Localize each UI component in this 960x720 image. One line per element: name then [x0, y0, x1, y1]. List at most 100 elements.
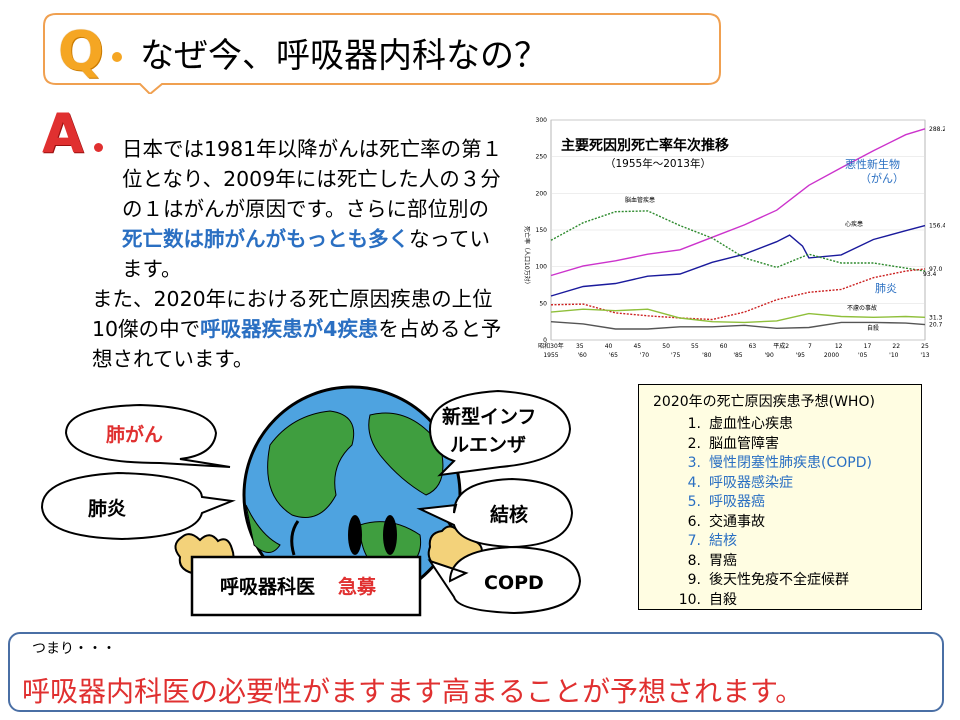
- y-tick-label: 250: [536, 154, 548, 161]
- who-item: 10. 自殺: [669, 591, 872, 611]
- series-end-label: 288.2: [929, 126, 945, 133]
- chart-subtitle: （1955年～2013年）: [605, 157, 711, 170]
- bubble-influenza-text-2: ルエンザ: [450, 434, 526, 456]
- chart-grid: [550, 119, 926, 341]
- x-tick-label-bottom: '10: [889, 352, 898, 359]
- who-item-number: 10.: [678, 591, 701, 608]
- bubble-pneumonia-text: 肺炎: [88, 498, 126, 520]
- label-cancer: 悪性新生物: [845, 157, 900, 171]
- who-item: 6. 交通事故: [669, 513, 872, 533]
- recruitment-sign: 呼吸器科医 急募: [190, 555, 422, 617]
- conclusion-box: つまり・・・ 呼吸器内科医の必要性がますます高まることが予想されます。: [8, 632, 944, 712]
- x-tick-label-top: 35: [576, 343, 584, 350]
- bubble-lung-cancer-text: 肺がん: [106, 423, 163, 446]
- label-stroke: 脳血管疾患: [625, 196, 655, 204]
- who-item: 1. 虚血性心疾患: [669, 415, 872, 435]
- x-tick-label-top: 22: [892, 343, 900, 350]
- who-item-number: 2.: [687, 435, 701, 452]
- x-tick-label-bottom: '60: [578, 352, 587, 359]
- who-forecast-box: 2020年の死亡原因疾患予想(WHO) 1. 虚血性心疾患 2. 脳血管障害 3. 慢性閉…: [638, 384, 922, 610]
- who-item: 7. 結核: [669, 532, 872, 552]
- who-item-number: 6.: [687, 513, 701, 530]
- x-tick-label-bottom: 2000: [824, 352, 839, 359]
- y-tick-label: 100: [536, 264, 548, 271]
- who-item-label: 脳血管障害: [709, 435, 779, 452]
- who-item-number: 1.: [687, 416, 701, 432]
- series-line-5: [550, 321, 926, 330]
- answer-paragraph-2: また、2020年における死亡原因疾患の上位10傑の中で呼吸器疾患が4疾患を占める…: [52, 284, 507, 374]
- label-heart: 心疾患: [845, 220, 863, 228]
- conclusion-lead: つまり・・・: [32, 641, 116, 657]
- who-item-label: 後天性免疫不全症候群: [709, 572, 849, 588]
- answer-text: 日本では1981年以降がんは死亡率の第１位となり、2009年には死亡した人の３分…: [52, 134, 507, 374]
- mortality-chart: 288.2 156.4 97.0 31.320.7 0 50 100 150 200 250 30…: [515, 112, 945, 367]
- x-tick-label-top: 50: [662, 343, 670, 350]
- answer-dot: [94, 143, 103, 152]
- who-item: 8. 胃癌: [669, 552, 872, 572]
- x-tick-label-top: 60: [720, 343, 728, 350]
- x-tick-label-bottom: '65: [609, 352, 618, 359]
- x-tick-label-bottom: '70: [640, 352, 649, 359]
- who-item-label: 交通事故: [709, 513, 765, 530]
- who-item-label: 自殺: [709, 591, 737, 608]
- sign-text-a: 呼吸器科医: [220, 575, 315, 598]
- series-line-3: [550, 268, 926, 321]
- chart-ylabel: 死亡率（人口10万対）: [523, 226, 531, 288]
- bubble-tuberculosis: 結核: [416, 477, 574, 549]
- who-item: 3. 慢性閉塞性肺疾患(COPD): [669, 454, 872, 474]
- y-tick-label: 300: [536, 117, 548, 124]
- who-item-label: 呼吸器癌: [709, 494, 765, 510]
- globe-character-icon: [242, 385, 462, 605]
- answer-p2-highlight: 呼吸器疾患が4疾患: [200, 317, 379, 341]
- series-end-label: 31.3: [929, 314, 943, 321]
- series-end-label: 97.0: [929, 266, 943, 273]
- bubble-copd: COPD: [427, 545, 582, 615]
- bubble-lung-cancer: 肺がん: [64, 403, 231, 468]
- label-accident: 不慮の事故: [847, 304, 877, 312]
- bubble-copd-text: COPD: [484, 572, 544, 594]
- chart-ticks: 0 50 100 150 200 250 300 昭和30年 35 40 45 50 55 60 63 平成2…: [536, 117, 930, 359]
- who-title: 2020年の死亡原因疾患予想(WHO): [653, 394, 875, 410]
- series-line-0: [550, 128, 926, 277]
- x-tick-label-top: 17: [864, 343, 872, 350]
- chart-series: 288.2 156.4 97.0 31.320.7: [550, 126, 945, 330]
- bubble-pneumonia: 肺炎: [40, 471, 236, 541]
- x-tick-label-bottom: '85: [733, 352, 742, 359]
- who-item: 4. 呼吸器感染症: [669, 474, 872, 494]
- who-list: 1. 虚血性心疾患 2. 脳血管障害 3. 慢性閉塞性肺疾患(COPD) 4. 呼吸器感染症 5…: [669, 415, 872, 610]
- who-item-label: 慢性閉塞性肺疾患(COPD): [709, 455, 872, 471]
- x-tick-label-bottom: '13: [920, 352, 929, 359]
- who-item-label: 結核: [709, 533, 737, 549]
- label-cancer-sub: （がん）: [860, 171, 904, 185]
- x-tick-label-bottom: '90: [765, 352, 774, 359]
- y-tick-label: 50: [539, 300, 547, 307]
- x-tick-label-bottom: '95: [796, 352, 805, 359]
- series-line-2: [550, 210, 926, 272]
- bubble-influenza: 新型インフ ルエンザ: [428, 389, 572, 477]
- question-dot: [112, 52, 122, 62]
- answer-p1-a: 日本では1981年以降がんは死亡率の第１位となり、2009年には死亡した人の３分…: [122, 137, 503, 221]
- x-tick-label-top: 7: [808, 343, 812, 350]
- who-item-number: 5.: [687, 494, 701, 510]
- x-tick-label-bottom: '75: [671, 352, 680, 359]
- who-item: 9. 後天性免疫不全症候群: [669, 571, 872, 591]
- conclusion-main: 呼吸器内科医の必要性がますます高まることが予想されます。: [22, 675, 804, 708]
- answer-p2-c: を占めると予想されています。: [92, 317, 502, 371]
- who-item: 5. 呼吸器癌: [669, 493, 872, 513]
- x-tick-label-top: 平成2: [773, 342, 789, 350]
- x-tick-label-top: 25: [921, 343, 929, 350]
- series-end-label: 156.4: [929, 223, 945, 230]
- x-tick-label-top: 12: [835, 343, 843, 350]
- label-extra: 93.4: [923, 271, 937, 278]
- x-tick-label-top: 63: [749, 343, 757, 350]
- question-letter: Q: [58, 20, 104, 83]
- sign-text-b: 急募: [338, 575, 377, 598]
- illustration: 肺がん 肺炎 新型インフ ルエンザ 結核 COPD 呼吸器科医 急募: [40, 385, 582, 617]
- x-tick-label-bottom: 1955: [543, 352, 558, 359]
- x-tick-label-top: 45: [633, 343, 641, 350]
- who-item-label: 呼吸器感染症: [709, 474, 793, 491]
- y-tick-label: 200: [536, 190, 548, 197]
- who-item-number: 9.: [687, 572, 701, 588]
- answer-letter: A: [42, 102, 84, 165]
- answer-p2-a: また、2020年における死亡原因疾患の上位10傑の中で: [92, 287, 493, 341]
